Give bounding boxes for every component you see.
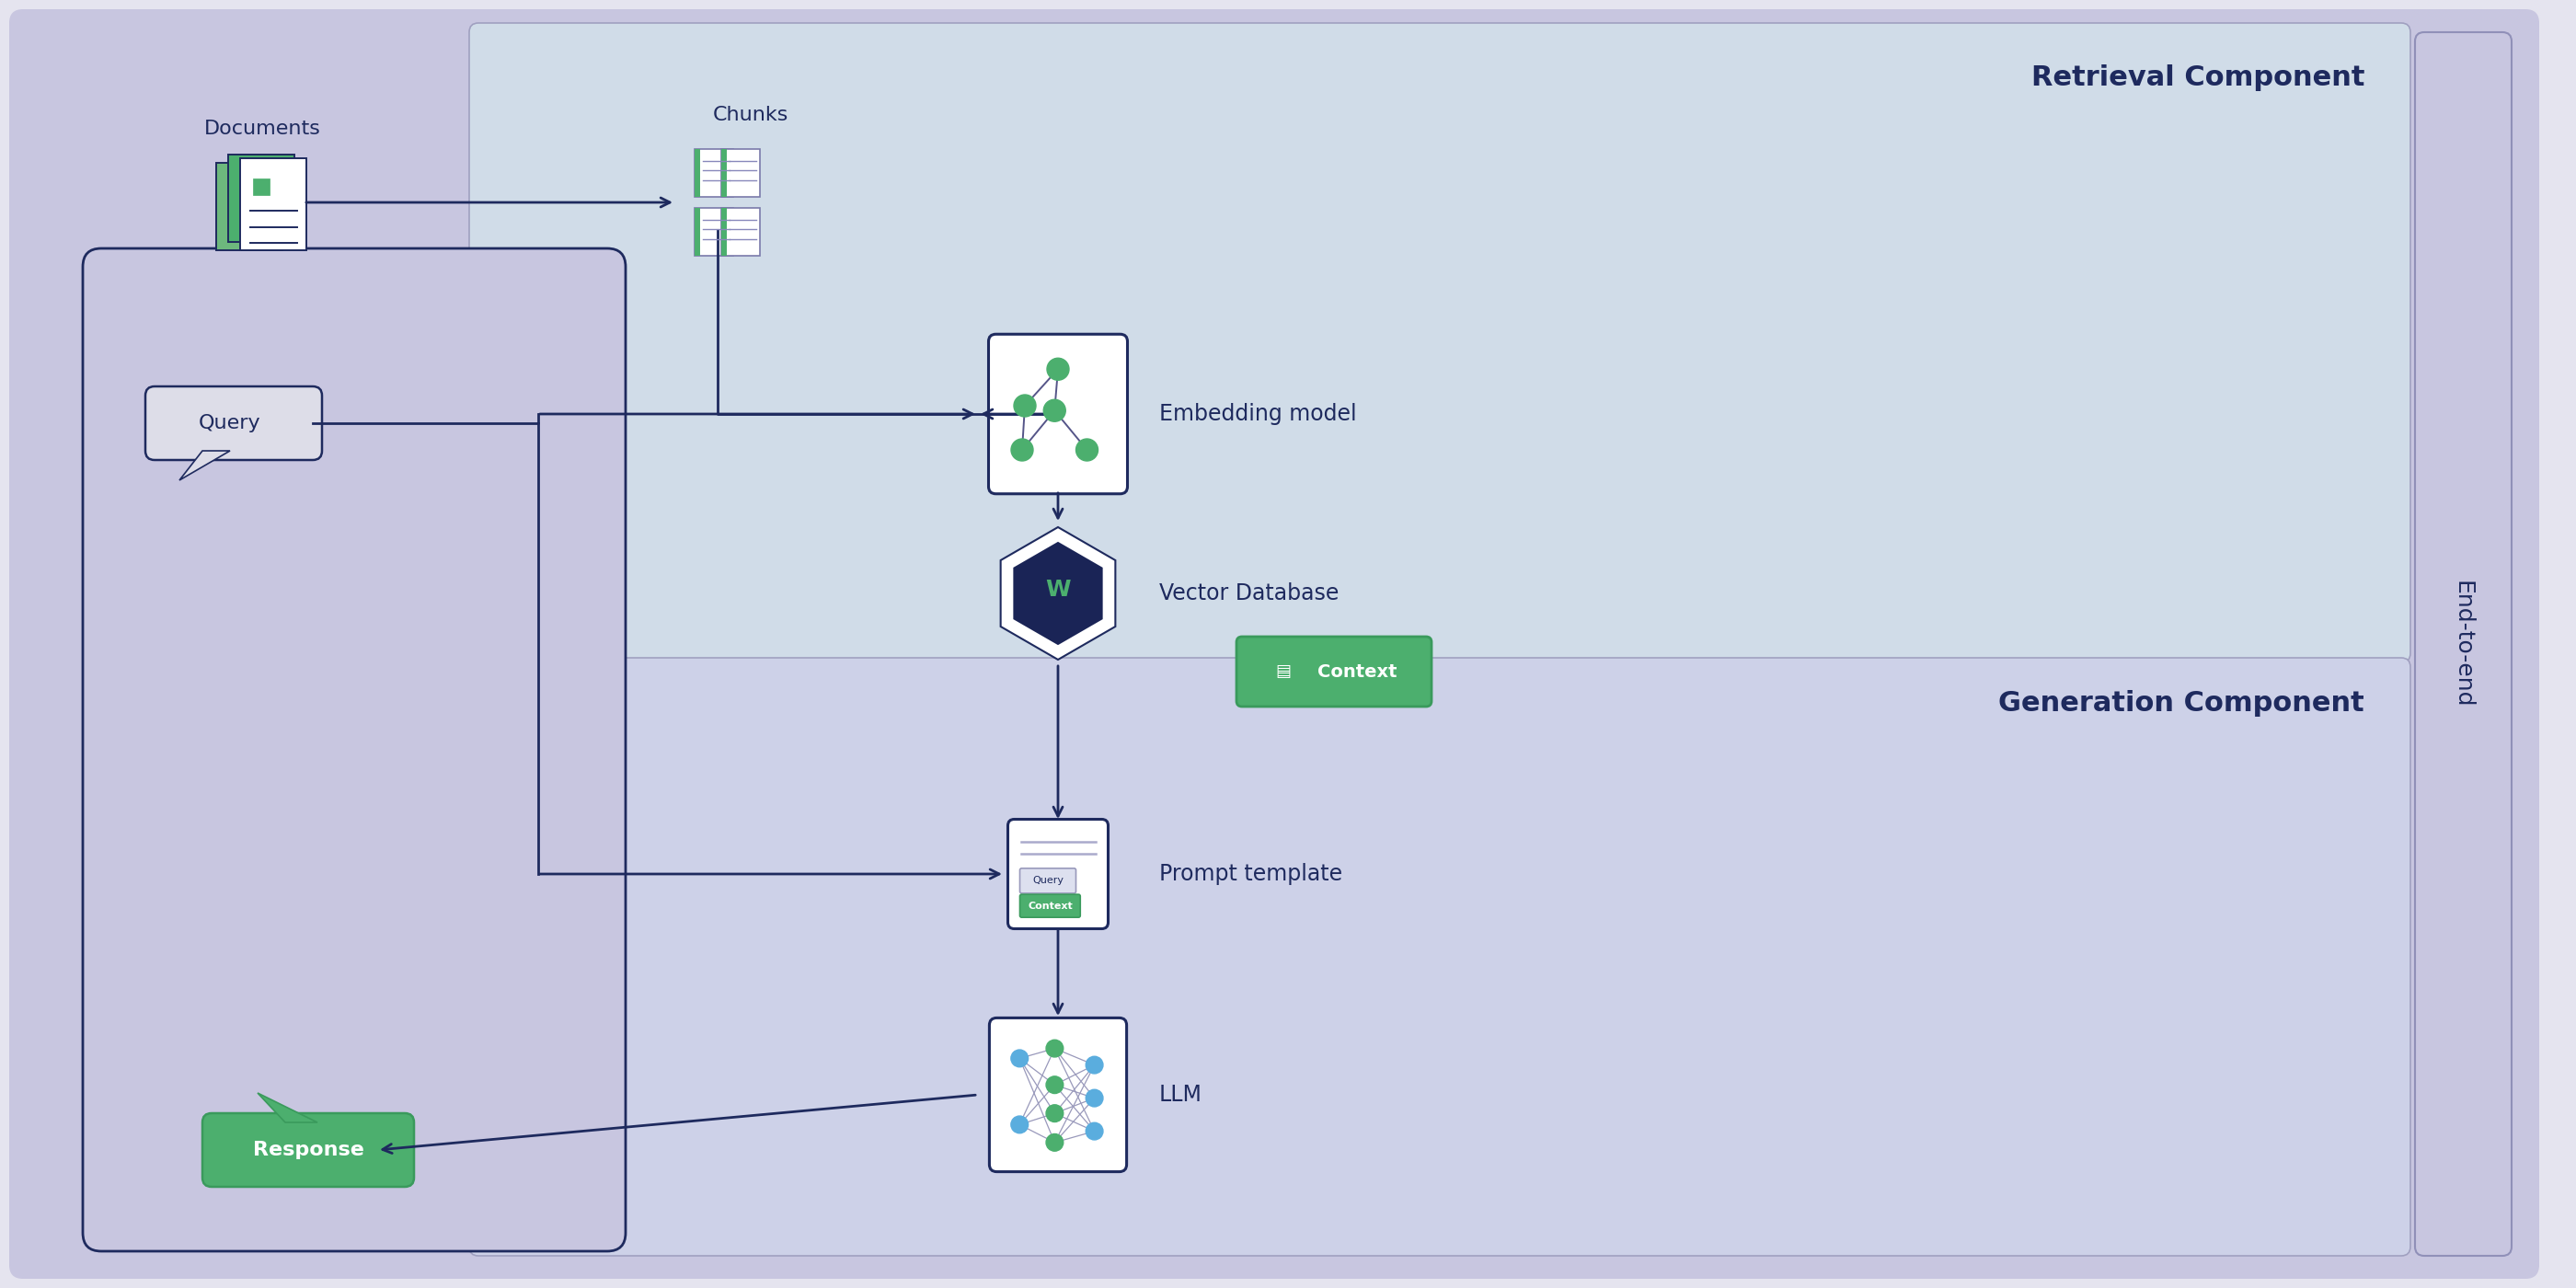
FancyBboxPatch shape bbox=[240, 158, 307, 250]
FancyBboxPatch shape bbox=[696, 207, 734, 256]
Text: Query: Query bbox=[198, 413, 260, 433]
Text: Retrieval Component: Retrieval Component bbox=[2030, 64, 2365, 91]
Text: Response: Response bbox=[252, 1141, 363, 1159]
FancyBboxPatch shape bbox=[252, 179, 270, 194]
Circle shape bbox=[1015, 394, 1036, 417]
Circle shape bbox=[1010, 1050, 1028, 1066]
Polygon shape bbox=[258, 1094, 317, 1122]
Circle shape bbox=[1087, 1090, 1103, 1106]
Text: W: W bbox=[1046, 578, 1072, 600]
Text: Prompt template: Prompt template bbox=[1159, 863, 1342, 885]
Circle shape bbox=[1087, 1056, 1103, 1074]
FancyBboxPatch shape bbox=[989, 1018, 1126, 1172]
Circle shape bbox=[1010, 1115, 1028, 1133]
Circle shape bbox=[1043, 399, 1066, 421]
Text: Vector Database: Vector Database bbox=[1159, 582, 1340, 604]
Circle shape bbox=[1077, 439, 1097, 461]
Text: ▤: ▤ bbox=[1275, 663, 1291, 680]
FancyBboxPatch shape bbox=[696, 149, 701, 197]
FancyBboxPatch shape bbox=[82, 249, 626, 1251]
Text: LLM: LLM bbox=[1159, 1083, 1203, 1106]
Polygon shape bbox=[1012, 542, 1103, 645]
FancyBboxPatch shape bbox=[469, 23, 2411, 662]
Polygon shape bbox=[180, 451, 229, 480]
FancyBboxPatch shape bbox=[1020, 868, 1077, 894]
Text: Embedding model: Embedding model bbox=[1159, 403, 1358, 425]
Circle shape bbox=[1087, 1123, 1103, 1140]
Circle shape bbox=[1046, 1105, 1064, 1122]
FancyBboxPatch shape bbox=[989, 334, 1128, 493]
Circle shape bbox=[1046, 1039, 1064, 1057]
FancyBboxPatch shape bbox=[229, 155, 294, 242]
FancyBboxPatch shape bbox=[204, 1113, 415, 1186]
Text: Query: Query bbox=[1033, 876, 1064, 885]
Text: Context: Context bbox=[1316, 663, 1396, 680]
FancyBboxPatch shape bbox=[144, 386, 322, 460]
Circle shape bbox=[1010, 439, 1033, 461]
FancyBboxPatch shape bbox=[696, 207, 701, 256]
FancyBboxPatch shape bbox=[721, 207, 726, 256]
FancyBboxPatch shape bbox=[469, 658, 2411, 1256]
FancyBboxPatch shape bbox=[721, 207, 760, 256]
Circle shape bbox=[1046, 1077, 1064, 1094]
FancyBboxPatch shape bbox=[721, 149, 726, 197]
Text: Documents: Documents bbox=[204, 120, 319, 138]
Text: Generation Component: Generation Component bbox=[1999, 690, 2365, 716]
FancyBboxPatch shape bbox=[1236, 636, 1432, 707]
FancyBboxPatch shape bbox=[1020, 894, 1079, 917]
FancyBboxPatch shape bbox=[696, 149, 734, 197]
FancyBboxPatch shape bbox=[1007, 819, 1108, 929]
Text: End-to-end: End-to-end bbox=[2452, 581, 2473, 707]
Text: Chunks: Chunks bbox=[714, 106, 788, 124]
Text: Context: Context bbox=[1028, 902, 1072, 911]
Circle shape bbox=[1046, 1133, 1064, 1151]
FancyBboxPatch shape bbox=[2416, 32, 2512, 1256]
Circle shape bbox=[1046, 358, 1069, 380]
FancyBboxPatch shape bbox=[721, 149, 760, 197]
Polygon shape bbox=[999, 527, 1115, 659]
FancyBboxPatch shape bbox=[216, 162, 283, 250]
FancyBboxPatch shape bbox=[10, 9, 2540, 1279]
